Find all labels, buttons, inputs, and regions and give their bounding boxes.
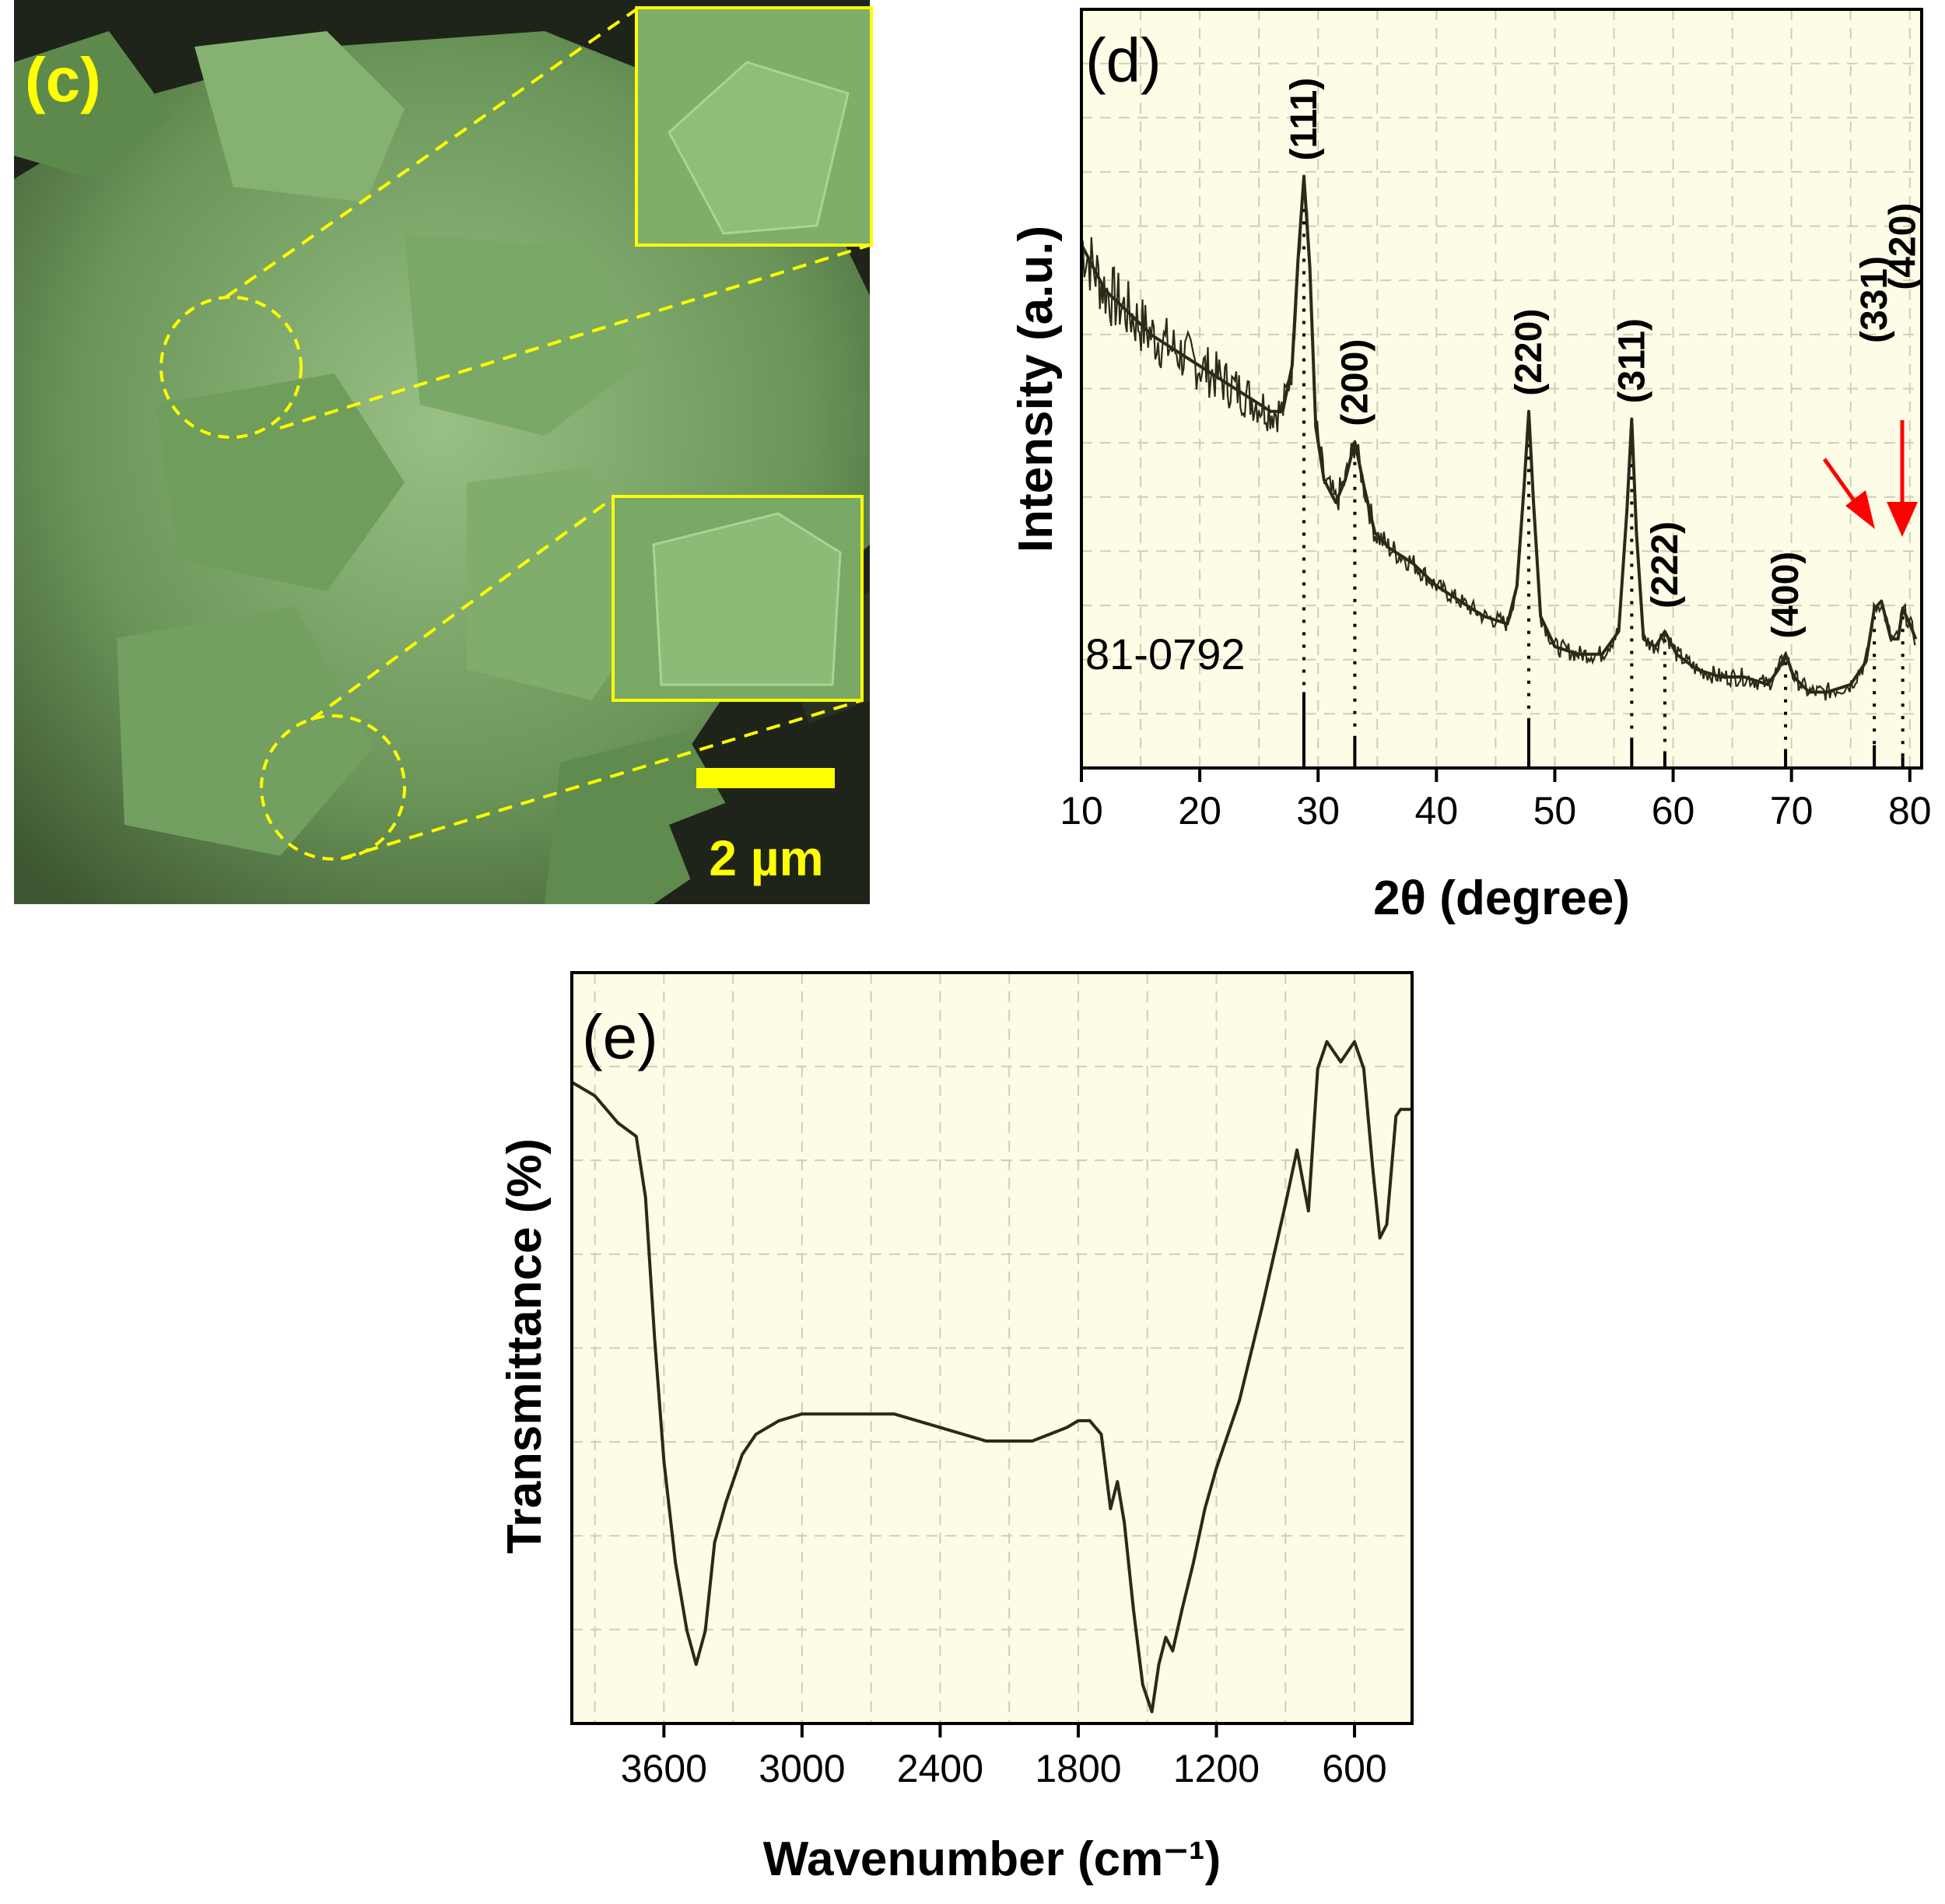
xrd-grid [1081, 9, 1922, 768]
ftir-y-axis-title: Transmittance (%) [498, 1138, 552, 1554]
scale-bar [696, 768, 835, 788]
xrd-x-axis: 10 20 30 40 50 60 70 80 [1060, 768, 1932, 833]
zoom-circle-bottom [260, 714, 406, 861]
xrd-peak-guides [1302, 184, 1905, 757]
xrd-chart: (111) (200) (220) (311) (222) (400) (331)(420)… [1009, 8, 1932, 925]
x-tick-label: 3600 [621, 1747, 707, 1790]
ftir-spectrum-line [570, 1040, 1412, 1713]
xrd-y-axis-title: Intensity (a.u.) [1009, 226, 1063, 552]
ftir-grid [572, 973, 1412, 1723]
x-tick-label: 10 [1060, 789, 1103, 833]
sem-panel-label: (c) [25, 45, 101, 114]
ftir-panel-label: (e) [582, 1002, 658, 1071]
xrd-peak-labels: (111) (200) (220) (311) (222) (400) (331)(420) [1284, 78, 1924, 639]
arrow-420-head [1887, 502, 1918, 537]
zoom-connector-lines [224, 8, 871, 860]
ftir-x-axis: 3600 3000 2400 1800 1200 600 [621, 1723, 1387, 1790]
peak-label: (111) [1284, 78, 1325, 161]
xrd-noise [1081, 188, 1916, 701]
peak-label: (220) [1509, 309, 1550, 396]
peak-label: (222) [1645, 521, 1686, 608]
x-tick-label: 1200 [1173, 1747, 1260, 1790]
arrow-331-head [1845, 490, 1875, 529]
xrd-panel-label: (d) [1085, 26, 1162, 95]
xrd-x-axis-title: 2θ (degree) [1373, 871, 1630, 925]
x-tick-label: 3000 [759, 1747, 845, 1790]
x-tick-label: 50 [1533, 789, 1577, 833]
x-tick-label: 80 [1888, 789, 1932, 833]
peak-label: (420) [1883, 203, 1924, 290]
x-tick-label: 2400 [897, 1747, 983, 1790]
scale-bar-label: 2 µm [709, 830, 823, 886]
x-tick-label: 30 [1296, 789, 1340, 833]
x-tick-label: 40 [1415, 789, 1459, 833]
peak-label: (331) [1854, 256, 1895, 343]
x-tick-label: 20 [1178, 789, 1221, 833]
peak-label: (400) [1765, 552, 1807, 639]
xrd-noise-trace [1081, 188, 1916, 701]
xrd-reference-label: 81-0792 [1085, 629, 1246, 678]
zoom-circle-top [159, 296, 303, 439]
x-tick-label: 60 [1652, 789, 1695, 833]
sem-image-panel: (c) 2 µm [14, 0, 873, 904]
peak-label: (200) [1334, 339, 1376, 426]
x-tick-label: 1800 [1035, 1747, 1121, 1790]
x-tick-label: 600 [1322, 1747, 1386, 1790]
xrd-frame [1080, 8, 1923, 770]
peak-label: (311) [1611, 318, 1652, 403]
ftir-x-axis-title: Wavenumber (cm⁻¹) [763, 1832, 1221, 1886]
x-tick-label: 70 [1770, 789, 1814, 833]
xrd-arrows [1822, 420, 1918, 537]
ftir-chart: 3600 3000 2400 1800 1200 600 (e) Wavenumber (… [498, 971, 1414, 1886]
ftir-frame [570, 971, 1414, 1725]
xrd-reference-pattern [1302, 692, 1905, 768]
